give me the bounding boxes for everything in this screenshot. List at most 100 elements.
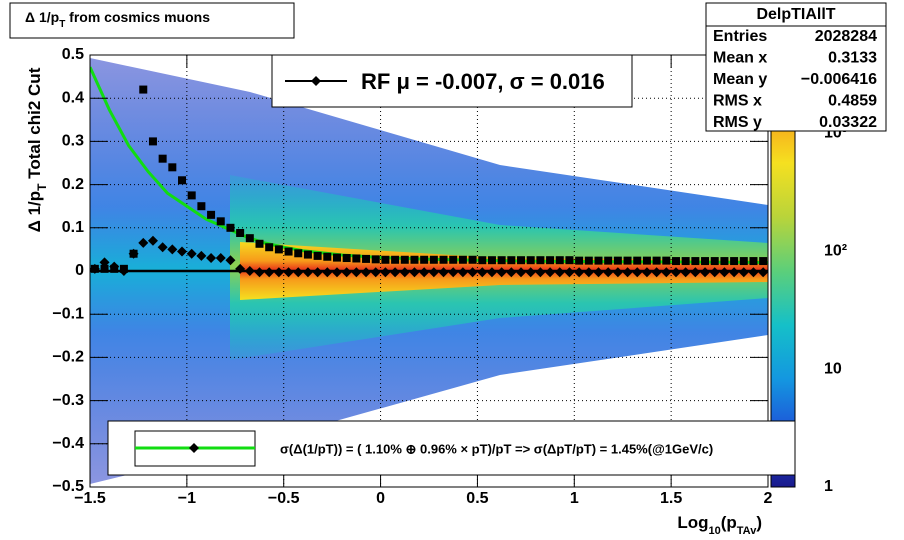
title-box [9, 2, 295, 39]
diamond-marker [661, 267, 672, 278]
diamond-marker [670, 267, 681, 278]
diamond-marker [225, 255, 236, 266]
square-marker [255, 239, 264, 248]
square-marker [303, 250, 312, 259]
diamond-marker [419, 267, 430, 278]
diamond-marker [186, 248, 197, 259]
square-marker [178, 176, 187, 185]
square-marker [284, 247, 293, 256]
square-marker [517, 256, 526, 265]
diamond-marker [622, 267, 633, 278]
square-marker [759, 257, 768, 266]
diamond-marker [138, 237, 149, 248]
diamond-marker [370, 267, 381, 278]
diamond-marker [516, 267, 527, 278]
stats-label: Entries [713, 28, 767, 45]
square-marker [362, 254, 371, 263]
square-marker [226, 223, 235, 232]
z-tick-label: 10 [824, 360, 842, 377]
square-marker [274, 245, 283, 254]
diamond-marker [273, 267, 284, 278]
square-marker [536, 256, 545, 265]
square-marker [439, 255, 448, 264]
diamond-marker [351, 267, 362, 278]
y-tick-label: 0 [75, 262, 84, 279]
y-tick-label: 0.1 [62, 219, 84, 236]
diamond-marker [312, 267, 323, 278]
legend-text: σ(Δ(1/pT)) = ( 1.10% ⊕ 0.96% × pT)/pT =>… [280, 441, 713, 456]
square-marker [449, 255, 458, 264]
square-marker [158, 154, 167, 163]
diamond-marker [690, 267, 701, 278]
square-marker [313, 251, 322, 260]
title-part: from cosmics muons [65, 9, 210, 25]
y-tick-label: 0.4 [62, 89, 84, 106]
diamond-marker [235, 263, 246, 274]
square-marker [410, 255, 419, 264]
diamond-marker [632, 267, 643, 278]
diamond-marker [361, 267, 372, 278]
x-label-part: ) [756, 513, 762, 532]
square-marker [594, 256, 603, 265]
diamond-marker [574, 267, 585, 278]
square-marker [110, 264, 119, 273]
y-tick-label: −0.2 [52, 349, 84, 366]
square-marker [197, 202, 206, 211]
square-marker [739, 257, 748, 266]
square-marker [671, 257, 680, 266]
square-marker [681, 257, 690, 266]
square-marker [323, 252, 332, 261]
diamond-marker [700, 267, 711, 278]
diamond-marker [196, 250, 207, 261]
y-tick-label: 0.2 [62, 176, 84, 193]
diamond-marker [448, 267, 459, 278]
square-marker [604, 256, 613, 265]
stats-label: Mean y [713, 71, 767, 88]
square-marker [342, 254, 351, 263]
x-tick-label: −1 [178, 490, 196, 507]
square-marker [100, 264, 109, 273]
square-marker [691, 257, 700, 266]
diamond-marker [535, 267, 546, 278]
diamond-marker [525, 267, 536, 278]
square-marker [642, 256, 651, 265]
square-marker [207, 210, 216, 219]
diamond-marker [177, 246, 188, 257]
square-marker [236, 228, 245, 237]
title-sub: T [59, 19, 65, 30]
diamond-marker [293, 267, 304, 278]
x-tick-label: 1.5 [660, 490, 682, 507]
diamond-marker [380, 267, 391, 278]
stats-frame [705, 2, 887, 132]
diamond-marker [264, 267, 275, 278]
y-tick-label: −0.1 [52, 305, 84, 322]
diamond-marker [167, 244, 178, 255]
square-marker [187, 191, 196, 200]
diamond-marker [603, 267, 614, 278]
square-marker [526, 256, 535, 265]
x-tick-label: −1.5 [74, 490, 106, 507]
square-marker [730, 257, 739, 266]
square-marker [294, 249, 303, 258]
stats-value: −0.006416 [801, 71, 877, 88]
diamond-marker [390, 267, 401, 278]
diamond-marker [428, 267, 439, 278]
square-marker [391, 255, 400, 264]
square-marker [352, 254, 361, 263]
square-marker [633, 256, 642, 265]
square-marker [710, 257, 719, 266]
diamond-marker [409, 267, 420, 278]
diamond-marker [438, 267, 449, 278]
square-marker [487, 256, 496, 265]
square-marker [662, 256, 671, 265]
square-marker [458, 255, 467, 264]
square-marker [623, 256, 632, 265]
fit-label: RF μ = -0.007, σ = 0.016 [361, 69, 605, 94]
diamond-marker [719, 267, 730, 278]
diamond-marker [477, 267, 488, 278]
title-part: Δ 1/p [25, 9, 59, 25]
x-axis-label: Log10(pTAv) [677, 513, 762, 536]
diamond-marker [486, 267, 497, 278]
diamond-marker [748, 267, 759, 278]
square-marker [507, 256, 516, 265]
